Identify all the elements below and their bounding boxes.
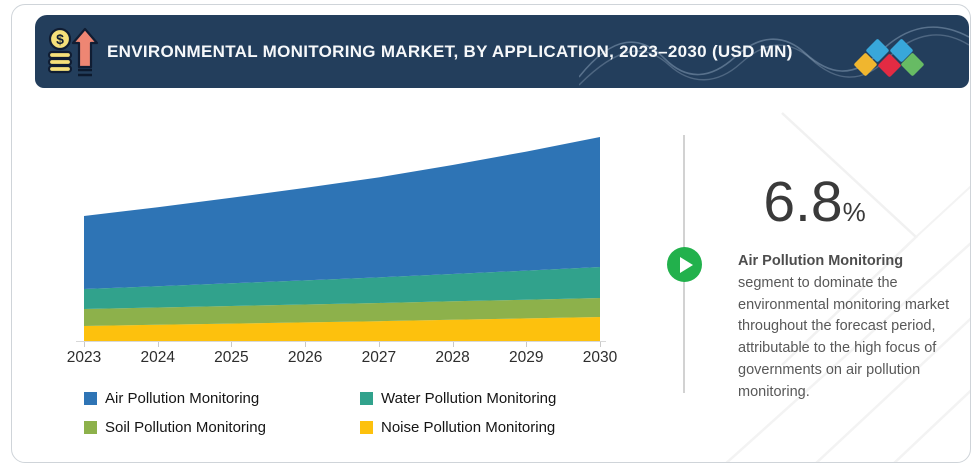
x-axis-tick bbox=[305, 342, 307, 347]
area-band bbox=[84, 137, 600, 289]
legend-item: Soil Pollution Monitoring bbox=[84, 419, 360, 436]
x-axis-tick bbox=[526, 342, 528, 347]
x-axis-label: 2027 bbox=[361, 349, 397, 366]
callout-text: Air Pollution Monitoring segment to domi… bbox=[738, 251, 962, 403]
x-axis-tick bbox=[600, 342, 601, 347]
growth-rate-value: 6.8% bbox=[712, 170, 917, 234]
x-axis-tick bbox=[157, 342, 159, 347]
stacked-area-chart bbox=[84, 137, 600, 341]
legend-label: Water Pollution Monitoring bbox=[381, 390, 557, 407]
legend-swatch bbox=[360, 421, 373, 434]
x-axis-tick bbox=[84, 342, 85, 347]
legend-swatch bbox=[84, 392, 97, 405]
legend-item: Water Pollution Monitoring bbox=[360, 390, 614, 407]
x-axis-label: 2029 bbox=[509, 349, 544, 366]
chart-legend: Air Pollution Monitoring Water Pollution … bbox=[84, 390, 614, 436]
page-title: ENVIRONMENTAL MONITORING MARKET, BY APPL… bbox=[107, 41, 793, 61]
x-axis-label: 2026 bbox=[287, 349, 323, 366]
play-icon bbox=[667, 247, 702, 282]
x-axis-label: 2025 bbox=[214, 349, 249, 366]
card: $ ENVIRONMENTAL MONITORING MARKET, BY AP… bbox=[11, 4, 971, 463]
legend-swatch bbox=[84, 421, 97, 434]
x-axis-tick bbox=[378, 342, 380, 347]
svg-text:$: $ bbox=[56, 31, 64, 47]
growth-rate-number: 6.8 bbox=[763, 170, 843, 234]
legend-label: Soil Pollution Monitoring bbox=[105, 419, 266, 436]
x-axis-label: 2023 bbox=[66, 349, 102, 366]
x-axis-label: 2030 bbox=[582, 349, 618, 366]
area-band bbox=[84, 267, 600, 309]
legend-swatch bbox=[360, 392, 373, 405]
play-triangle-glyph bbox=[679, 256, 693, 273]
callout-body: segment to dominate the environmental mo… bbox=[738, 274, 950, 400]
brand-logo bbox=[853, 15, 951, 88]
money-growth-icon: $ bbox=[47, 27, 99, 77]
legend-label: Air Pollution Monitoring bbox=[105, 390, 260, 407]
legend-label: Noise Pollution Monitoring bbox=[381, 419, 556, 436]
header-banner: $ ENVIRONMENTAL MONITORING MARKET, BY AP… bbox=[35, 15, 969, 88]
x-axis-line bbox=[76, 341, 606, 342]
area-band bbox=[84, 298, 600, 326]
area-band bbox=[84, 317, 600, 341]
legend-item: Air Pollution Monitoring bbox=[84, 390, 360, 407]
x-axis-tick bbox=[231, 342, 233, 347]
x-axis-label: 2028 bbox=[435, 349, 470, 366]
legend-item: Noise Pollution Monitoring bbox=[360, 419, 614, 436]
callout-heading: Air Pollution Monitoring bbox=[738, 253, 904, 269]
x-axis-label: 2024 bbox=[140, 349, 175, 366]
growth-rate-unit: % bbox=[842, 197, 866, 227]
x-axis-tick bbox=[452, 342, 454, 347]
